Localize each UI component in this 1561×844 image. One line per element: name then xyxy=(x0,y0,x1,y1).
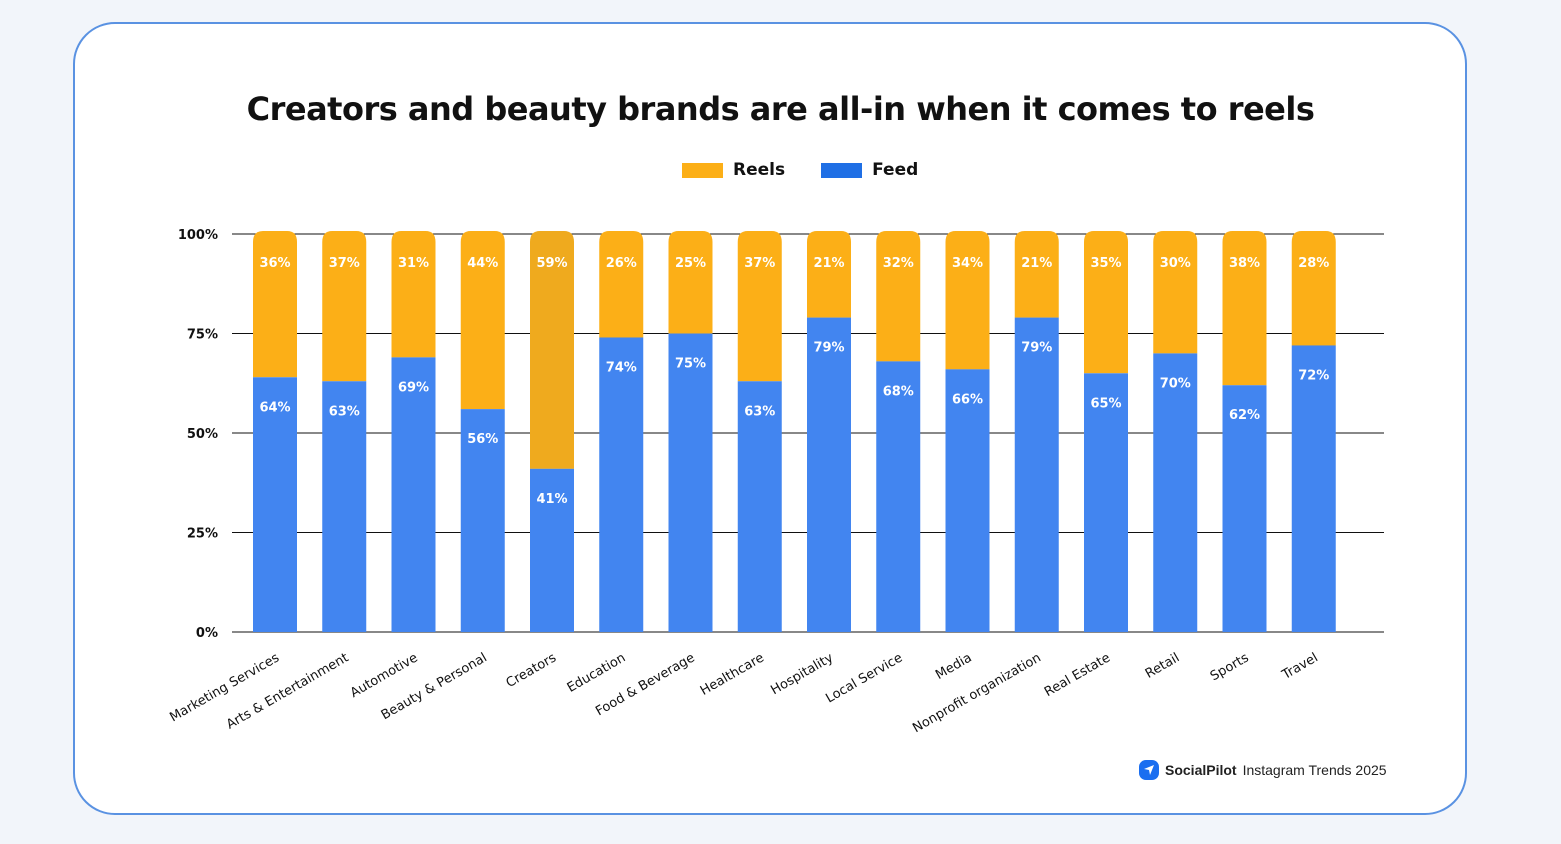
data-label-reels: 31% xyxy=(398,256,429,271)
bar-reels xyxy=(1153,231,1198,354)
y-tick-label: 75% xyxy=(187,328,218,343)
bar-feed xyxy=(876,361,921,632)
x-tick-label: Creators xyxy=(504,650,560,691)
legend-item-feed: Feed xyxy=(821,160,918,180)
bar-reels xyxy=(1014,231,1059,318)
bar-reels xyxy=(322,231,367,382)
legend-label-feed: Feed xyxy=(872,160,919,180)
bar-reels xyxy=(253,231,297,378)
legend: Reels Feed xyxy=(682,160,954,180)
x-tick-label: Media xyxy=(933,650,974,683)
bar-reels xyxy=(460,231,505,410)
data-label-reels: 21% xyxy=(1021,256,1052,271)
data-label-feed: 72% xyxy=(1298,368,1329,383)
x-tick-label: Nonprofit organization xyxy=(910,650,1043,736)
bar-feed xyxy=(322,381,367,632)
bar-reels xyxy=(1084,231,1128,374)
bar-feed xyxy=(737,381,782,632)
bar-reels xyxy=(530,231,574,469)
data-label-reels: 44% xyxy=(467,256,498,271)
bar-reels xyxy=(599,231,644,338)
data-label-reels: 32% xyxy=(883,256,914,271)
bar-reels xyxy=(391,231,436,358)
bar-reels xyxy=(945,231,990,370)
data-label-feed: 41% xyxy=(536,492,567,507)
bar-feed xyxy=(1291,345,1336,632)
bar-reels xyxy=(876,231,921,362)
data-label-reels: 38% xyxy=(1229,256,1260,271)
x-tick-label: Arts & Entertainment xyxy=(224,650,351,732)
data-label-feed: 64% xyxy=(259,400,290,415)
data-label-reels: 25% xyxy=(675,256,706,271)
bar-reels xyxy=(1291,231,1336,346)
bar-reels xyxy=(737,231,782,382)
data-label-reels: 28% xyxy=(1298,256,1329,271)
data-label-reels: 59% xyxy=(536,256,567,271)
bar-reels xyxy=(1222,231,1267,386)
x-tick-label: Travel xyxy=(1279,650,1321,683)
bar-feed xyxy=(1222,385,1267,632)
bar-reels xyxy=(807,231,851,318)
data-label-feed: 62% xyxy=(1229,408,1260,423)
footer-brand: SocialPilot xyxy=(1165,762,1237,778)
bar-feed xyxy=(530,468,574,632)
data-label-feed: 66% xyxy=(952,392,983,407)
bar-feed xyxy=(945,369,990,632)
bar-feed xyxy=(807,317,851,632)
bar-feed xyxy=(1153,353,1198,632)
x-tick-label: Marketing Services xyxy=(167,650,282,725)
legend-swatch-reels xyxy=(682,162,723,178)
data-label-reels: 21% xyxy=(813,256,844,271)
y-tick-label: 0% xyxy=(196,626,218,641)
bar-feed xyxy=(253,377,297,632)
x-tick-label: Retail xyxy=(1143,650,1182,681)
data-label-reels: 30% xyxy=(1160,256,1191,271)
data-label-reels: 35% xyxy=(1090,256,1121,271)
data-label-feed: 63% xyxy=(329,404,360,419)
bar-feed xyxy=(668,333,713,632)
y-tick-label: 25% xyxy=(187,527,218,542)
footer: SocialPilot Instagram Trends 2025 xyxy=(1138,759,1387,781)
data-label-reels: 37% xyxy=(744,256,775,271)
chart-title: Creators and beauty brands are all-in wh… xyxy=(246,90,1315,128)
legend-swatch-feed xyxy=(821,162,863,178)
data-label-feed: 68% xyxy=(883,384,914,399)
x-tick-label: Real Estate xyxy=(1042,650,1113,700)
data-label-feed: 65% xyxy=(1090,396,1121,411)
data-label-feed: 70% xyxy=(1160,376,1191,391)
paper-plane-icon xyxy=(1139,760,1159,780)
data-label-feed: 56% xyxy=(467,432,498,447)
bar-feed xyxy=(1014,317,1059,632)
bar-feed xyxy=(460,409,505,632)
data-label-reels: 37% xyxy=(329,256,360,271)
legend-label-reels: Reels xyxy=(733,160,786,180)
data-label-feed: 79% xyxy=(1021,341,1052,356)
footer-text: Instagram Trends 2025 xyxy=(1242,762,1387,778)
x-tick-label: Education xyxy=(565,650,629,695)
data-label-reels: 34% xyxy=(952,256,983,271)
y-tick-label: 100% xyxy=(178,228,218,243)
x-tick-label: Local Service xyxy=(823,650,905,706)
data-label-feed: 79% xyxy=(813,341,844,356)
legend-item-reels: Reels xyxy=(682,160,785,180)
bar-feed xyxy=(1084,373,1128,632)
data-label-feed: 63% xyxy=(744,404,775,419)
data-label-feed: 74% xyxy=(606,360,637,375)
data-label-feed: 69% xyxy=(398,380,429,395)
y-tick-label: 50% xyxy=(187,427,218,442)
x-tick-label: Sports xyxy=(1208,650,1252,684)
bar-reels xyxy=(668,231,713,334)
bar-feed xyxy=(599,337,644,632)
x-tick-label: Healthcare xyxy=(698,650,767,698)
data-label-reels: 36% xyxy=(259,256,290,271)
bar-feed xyxy=(391,357,436,632)
data-label-feed: 75% xyxy=(675,357,706,372)
data-label-reels: 26% xyxy=(606,256,637,271)
